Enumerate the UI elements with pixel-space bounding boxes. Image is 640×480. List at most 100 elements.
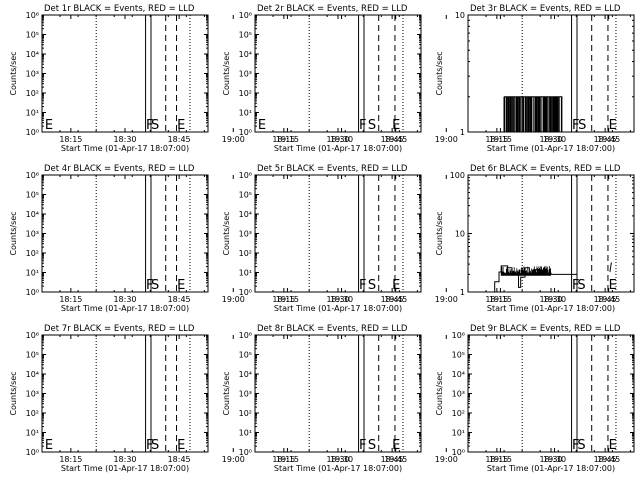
event-marker-S: S xyxy=(577,438,585,453)
x-tick-label: 19:30 xyxy=(330,135,353,144)
x-axis-label: Start Time (01-Apr-17 18:07:00) xyxy=(487,304,615,313)
y-axis-label: Counts/sec xyxy=(9,371,18,415)
x-tick-label: 18:45 xyxy=(381,295,404,304)
y-tick-label: 10⁶ xyxy=(239,171,252,180)
event-marker-S: S xyxy=(151,278,159,293)
y-axis-label: Counts/sec xyxy=(222,51,231,95)
x-tick-label: 18:15 xyxy=(59,135,82,144)
panel-title: Det 7r BLACK = Events, RED = LLD xyxy=(44,324,195,334)
x-tick-label: 18:30 xyxy=(539,135,562,144)
x-tick-label: 19:45 xyxy=(384,455,407,464)
event-marker-E: E xyxy=(177,438,185,453)
x-tick-label: 19:30 xyxy=(543,455,566,464)
panel-1: Det 1r BLACK = Events, RED = LLD 10⁰ 10¹ 10… xyxy=(9,4,407,153)
panel-9: Det 9r BLACK = Events, RED = LLD 10⁰ 10¹ 10… xyxy=(435,324,635,473)
y-tick-label: 10⁶ xyxy=(26,11,39,20)
events-series xyxy=(503,96,563,132)
y-tick-label: 10⁴ xyxy=(26,210,39,219)
y-tick-label: 10¹ xyxy=(239,429,252,438)
x-tick-label: 19:00 xyxy=(222,135,245,144)
y-tick-label: 10⁴ xyxy=(239,50,252,59)
x-tick-label: 19:00 xyxy=(222,295,245,304)
x-axis-label: Start Time (01-Apr-17 18:07:00) xyxy=(61,464,189,473)
y-tick-label: 10² xyxy=(239,249,252,258)
panel-title: Det 9r BLACK = Events, RED = LLD xyxy=(470,324,621,334)
panel-title: Det 3r BLACK = Events, RED = LLD xyxy=(470,4,621,14)
y-tick-label: 10¹ xyxy=(239,109,252,118)
event-marker-F: F xyxy=(146,438,153,453)
x-tick-label: 19:15 xyxy=(276,295,299,304)
x-tick-label: 18:15 xyxy=(59,295,82,304)
x-tick-label: 18:30 xyxy=(539,455,562,464)
x-tick-label: 19:15 xyxy=(489,295,512,304)
event-marker-E: E xyxy=(45,118,53,133)
y-tick-label: 10⁶ xyxy=(452,331,465,340)
panel-title: Det 2r BLACK = Events, RED = LLD xyxy=(257,4,408,14)
y-tick-label: 10⁰ xyxy=(239,288,252,297)
event-marker-F: F xyxy=(359,438,366,453)
y-axis-label: Counts/sec xyxy=(222,371,231,415)
event-marker-E: E xyxy=(258,118,266,133)
panel-2: Det 2r BLACK = Events, RED = LLD 10⁰ 10¹ 10… xyxy=(222,4,620,153)
x-tick-label: 18:15 xyxy=(272,455,295,464)
panel-8: Det 8r BLACK = Events, RED = LLD 10⁰ 10¹ 10… xyxy=(222,324,620,473)
x-tick-label: 19:45 xyxy=(597,455,620,464)
y-tick-label: 10⁴ xyxy=(239,370,252,379)
x-tick-label: 18:45 xyxy=(594,455,617,464)
x-tick-label: 18:45 xyxy=(381,455,404,464)
y-tick-label: 100 xyxy=(450,171,465,180)
y-tick-label: 10⁶ xyxy=(26,171,39,180)
x-tick-label: 19:00 xyxy=(435,295,458,304)
plot-frame xyxy=(41,174,209,293)
x-tick-label: 18:15 xyxy=(272,135,295,144)
event-marker-S: S xyxy=(368,118,376,133)
events-tick xyxy=(609,262,612,273)
panel-title: Det 6r BLACK = Events, RED = LLD xyxy=(470,164,621,174)
x-tick-label: 18:45 xyxy=(168,135,191,144)
event-marker-S: S xyxy=(151,118,159,133)
event-marker-E: E xyxy=(392,438,400,453)
y-tick-label: 10⁰ xyxy=(452,448,465,457)
plot-frame xyxy=(41,14,209,133)
x-tick-label: 18:45 xyxy=(594,135,617,144)
events-noise xyxy=(500,265,551,276)
y-tick-label: 10⁰ xyxy=(26,448,39,457)
event-marker-F: F xyxy=(572,438,579,453)
y-tick-label: 10⁵ xyxy=(239,191,252,200)
panel-5: Det 5r BLACK = Events, RED = LLD 10⁰ 10¹ 10… xyxy=(222,164,620,313)
x-tick-label: 18:45 xyxy=(168,455,191,464)
panel-7: Det 7r BLACK = Events, RED = LLD 10⁰ 10¹ 10… xyxy=(9,324,407,473)
y-tick-label: 10⁵ xyxy=(26,31,39,40)
plot-frame xyxy=(254,334,422,453)
event-marker-E: E xyxy=(177,118,185,133)
x-tick-label: 18:30 xyxy=(326,135,349,144)
y-tick-label: 10¹ xyxy=(26,429,39,438)
y-tick-label: 10⁶ xyxy=(239,331,252,340)
y-tick-label: 10³ xyxy=(26,230,39,239)
x-tick-label: 19:15 xyxy=(489,135,512,144)
y-tick-label: 10⁵ xyxy=(239,351,252,360)
event-marker-E: E xyxy=(392,118,400,133)
plot-frame xyxy=(41,334,209,453)
x-tick-label: 19:30 xyxy=(330,295,353,304)
panel-4: Det 4r BLACK = Events, RED = LLD 10⁰ 10¹ 10… xyxy=(9,164,407,313)
event-marker-S: S xyxy=(577,278,585,293)
x-tick-label: 18:30 xyxy=(113,295,136,304)
y-tick-label: 10² xyxy=(26,89,39,98)
x-tick-label: 18:30 xyxy=(113,455,136,464)
y-tick-label: 10⁵ xyxy=(239,31,252,40)
event-marker-F: F xyxy=(146,278,153,293)
x-tick-label: 18:15 xyxy=(485,135,508,144)
x-tick-label: 18:30 xyxy=(113,135,136,144)
event-marker-E: E xyxy=(609,118,617,133)
y-tick-label: 10³ xyxy=(26,70,39,79)
x-axis-label: Start Time (01-Apr-17 18:07:00) xyxy=(487,144,615,153)
y-axis-label: Counts/sec xyxy=(9,51,18,95)
y-tick-label: 10¹ xyxy=(26,109,39,118)
y-tick-label: 10⁴ xyxy=(239,210,252,219)
y-tick-label: 10⁰ xyxy=(239,448,252,457)
y-axis-label: Counts/sec xyxy=(222,211,231,255)
y-tick-label: 10⁵ xyxy=(452,351,465,360)
x-tick-label: 19:15 xyxy=(489,455,512,464)
